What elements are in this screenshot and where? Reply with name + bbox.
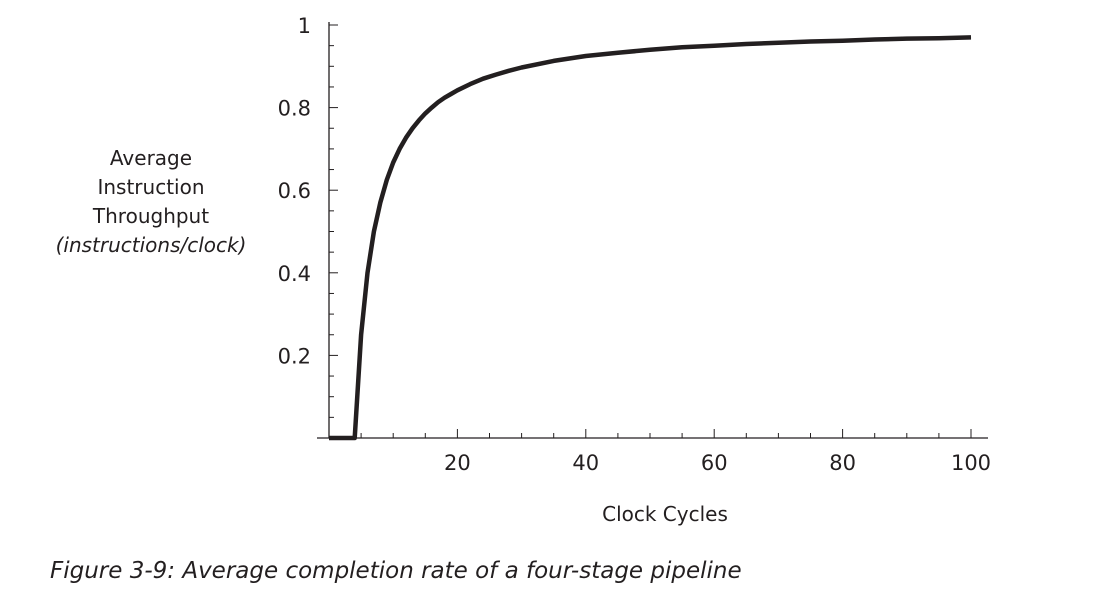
x-tick-label: 60	[701, 451, 728, 475]
y-axis-label-line-3: Throughput	[92, 204, 210, 228]
series-line	[329, 35, 972, 441]
x-tick-label: 100	[951, 451, 991, 475]
y-tick-label: 0.8	[278, 97, 311, 121]
axes	[317, 22, 988, 439]
y-tick-label: 0.4	[278, 262, 311, 286]
x-axis-ticks: 20 40 60 80 100	[360, 429, 991, 475]
y-tick-label: 0.6	[278, 179, 311, 203]
y-tick-label: 0.2	[278, 344, 311, 368]
x-tick-label: 40	[572, 451, 599, 475]
series-group	[328, 35, 972, 441]
x-tick-label: 80	[829, 451, 856, 475]
y-tick-label: 1	[298, 14, 311, 38]
y-axis-label-line-1: Average	[109, 146, 193, 170]
x-tick-label: 20	[444, 451, 471, 475]
y-axis-label-line-2: Instruction	[97, 175, 205, 199]
y-axis-label-unit: (instructions/clock)	[55, 233, 247, 257]
figure-caption: Figure 3-9: Average completion rate of a…	[50, 558, 742, 584]
x-axis-label: Clock Cycles	[602, 502, 728, 526]
y-axis-label: Average Instruction Throughput (instruct…	[40, 144, 262, 260]
y-axis-ticks: 0.2 0.4 0.6 0.8 1	[278, 14, 338, 418]
